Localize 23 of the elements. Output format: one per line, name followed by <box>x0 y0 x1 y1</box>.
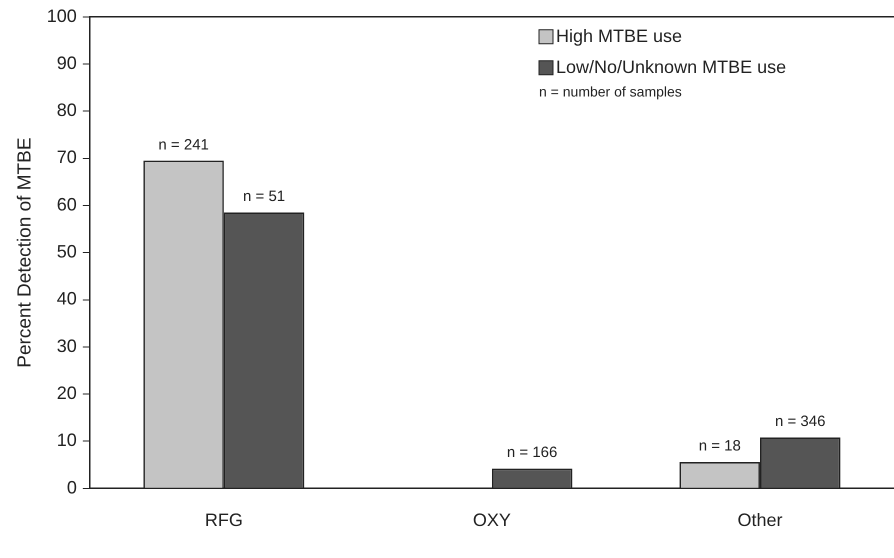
y-tick-label: 20 <box>56 383 77 404</box>
y-tick-label: 40 <box>56 288 77 309</box>
y-tick-label: 80 <box>56 100 77 120</box>
y-tick-label: 30 <box>56 336 77 356</box>
annotation: n = 51 <box>243 188 286 206</box>
y-tick-label: 70 <box>56 147 77 168</box>
x-tick-label: Other <box>737 510 782 530</box>
annotation: n = number of samples <box>539 84 682 100</box>
y-tick-label: 0 <box>66 477 77 498</box>
annotation: n = 18 <box>698 438 741 455</box>
y-tick-label: 100 <box>46 6 77 26</box>
annotation: n = 241 <box>158 136 209 154</box>
y-tick-label: 90 <box>56 52 77 73</box>
y-axis-title: Percent Detection of MTBE <box>14 137 36 368</box>
annotation: n = 346 <box>774 413 826 430</box>
y-tick-label: 10 <box>56 430 77 450</box>
legend-label: Low/No/Unknown MTBE use <box>556 56 786 77</box>
x-tick-label: RFG <box>204 510 243 530</box>
annotation: n = 166 <box>506 444 558 462</box>
x-tick-label: OXY <box>472 510 511 530</box>
y-tick-label: 50 <box>56 242 77 262</box>
legend-label: High MTBE use <box>556 26 682 46</box>
y-tick-label: 60 <box>56 194 77 214</box>
